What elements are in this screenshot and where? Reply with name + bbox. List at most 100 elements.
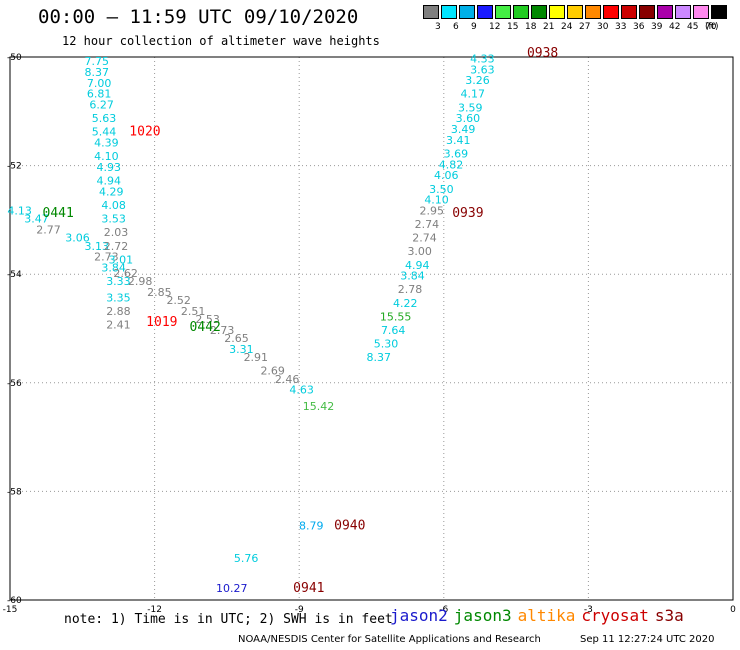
y-tick-label: -58 [7, 487, 22, 497]
wave-height-label: 2.73 [94, 251, 119, 264]
wave-height-label: 2.03 [104, 226, 129, 239]
legend-entry-jason3: jason3 [453, 606, 512, 625]
wave-height-label: 2.72 [104, 240, 129, 253]
wave-height-label: 15.55 [380, 310, 412, 323]
wave-height-label: 3.53 [101, 213, 126, 226]
x-tick-label: 0 [730, 605, 736, 615]
wave-height-label: 3.47 [24, 213, 49, 226]
wave-height-label: 6.81 [87, 88, 112, 101]
wave-height-label: 5.63 [92, 112, 117, 125]
x-tick-label: -15 [3, 605, 18, 615]
wave-height-label: 2.52 [166, 294, 191, 307]
satellite-legend: jason2 jason3 altika cryosat s3a [390, 606, 690, 625]
x-tick-label: -12 [147, 605, 162, 615]
wave-height-label: 3.06 [65, 232, 90, 245]
scale-label: 70 [705, 22, 717, 32]
scale-swatch [531, 5, 547, 19]
wave-height-label: 2.95 [420, 204, 445, 217]
scale-label: 12 [489, 22, 501, 32]
pass-time-label: 0939 [452, 206, 483, 221]
scale-swatch [441, 5, 457, 19]
wave-height-label: 4.13 [7, 204, 32, 217]
scale-swatch [459, 5, 475, 19]
scale-label: 18 [525, 22, 537, 32]
x-tick-label: -6 [439, 605, 448, 615]
scale-label: 6 [453, 22, 459, 32]
pass-time-label: 0941 [293, 581, 324, 596]
page-subtitle: 12 hour collection of altimeter wave hei… [62, 34, 380, 48]
wave-height-label: 4.63 [289, 384, 314, 397]
wave-height-label: 2.85 [147, 286, 172, 299]
y-tick-label: -52 [7, 162, 22, 172]
x-tick-label: -9 [295, 605, 304, 615]
scale-label: 21 [543, 22, 555, 32]
wave-height-label: 2.69 [260, 365, 285, 378]
scale-swatch [657, 5, 673, 19]
scale-label: 15 [507, 22, 519, 32]
pass-time-label: 0940 [334, 518, 365, 533]
scale-swatch [585, 5, 601, 19]
wave-height-label: 8.37 [85, 66, 110, 79]
scale-swatch [477, 5, 493, 19]
scale-swatch [693, 5, 709, 19]
scale-label: 45 [687, 22, 699, 32]
scale-label: 9 [471, 22, 477, 32]
pass-time-label: 1020 [129, 125, 160, 140]
wave-height-label: 2.88 [106, 305, 131, 318]
wave-height-label: 4.93 [97, 161, 122, 174]
wave-height-label: 2.65 [224, 332, 249, 345]
wave-height-label: 3.59 [458, 101, 483, 114]
legend-entry-altika: altika [517, 606, 576, 625]
wave-height-label: 2.91 [244, 351, 269, 364]
wave-height-label: 3.31 [229, 343, 254, 356]
plot-frame [9, 56, 734, 601]
wave-height-label: 3.26 [465, 74, 490, 87]
wave-height-label: 7.75 [85, 55, 110, 68]
scale-label: 42 [669, 22, 681, 32]
wave-height-label: 3.41 [446, 134, 471, 147]
legend-entry-jason2: jason2 [390, 606, 448, 625]
wave-height-label: 4.82 [439, 158, 464, 171]
wave-height-label: 5.44 [92, 126, 117, 139]
scale-swatch [495, 5, 511, 19]
wave-height-label: 4.33 [470, 52, 495, 65]
footer-note: note: 1) Time is in UTC; 2) SWH is in fe… [64, 612, 393, 627]
wave-height-label: 3.33 [106, 275, 131, 288]
wave-height-label: 4.10 [94, 150, 119, 163]
pass-time-label: 0938 [527, 46, 558, 61]
wave-height-label: 3.84 [400, 270, 425, 283]
wave-height-label: 4.08 [101, 199, 126, 212]
wave-height-label: 8.37 [366, 351, 391, 364]
scale-label: 33 [615, 22, 627, 32]
legend-entry-cryosat: cryosat [581, 606, 649, 625]
wave-height-label: 2.53 [195, 313, 220, 326]
wave-height-label: 4.06 [434, 169, 459, 182]
wave-height-label: 2.98 [128, 275, 153, 288]
wave-height-label: 2.62 [113, 267, 138, 280]
scale-label: 39 [651, 22, 663, 32]
scale-label: 36 [633, 22, 645, 32]
scale-swatch [549, 5, 565, 19]
scale-swatch [711, 5, 727, 19]
wave-height-label: 5.30 [374, 338, 399, 351]
legend-entry-s3a: s3a [654, 606, 684, 625]
pass-time-label: 0441 [43, 206, 74, 221]
pass-time-label: 1019 [146, 315, 177, 330]
wave-height-label: 4.17 [460, 88, 485, 101]
wave-height-label: 7.64 [381, 324, 406, 337]
wave-height-label: 2.51 [181, 305, 206, 318]
wave-height-label: 3.35 [106, 291, 131, 304]
wave-height-label: 3.00 [407, 245, 432, 258]
wave-height-label: 2.73 [210, 324, 235, 337]
wave-height-label: 2.77 [36, 223, 61, 236]
y-tick-label: -60 [7, 596, 22, 606]
wave-height-label: 3.01 [109, 253, 134, 266]
y-tick-label: -54 [7, 270, 22, 280]
scale-swatch [675, 5, 691, 19]
wave-height-label: 8.79 [299, 519, 324, 532]
wave-height-label: 4.39 [94, 137, 119, 150]
x-tick-label: -3 [584, 605, 593, 615]
wave-height-label: 3.69 [444, 147, 469, 160]
wave-height-label: 4.22 [393, 297, 418, 310]
wave-height-label: 2.78 [398, 283, 423, 296]
